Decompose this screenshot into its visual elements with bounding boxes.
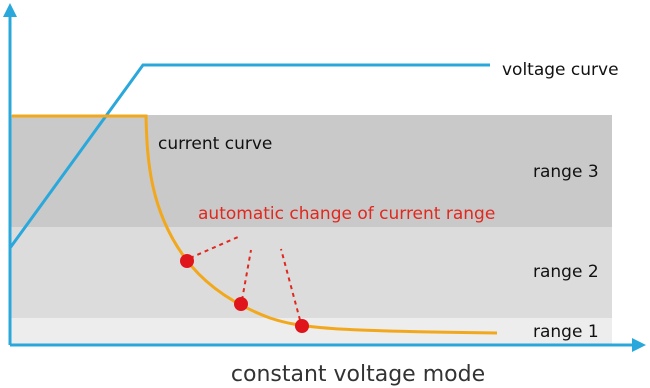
range-2-band [10,227,612,318]
current-curve [12,114,498,335]
x-axis-title: constant voltage mode [231,362,485,387]
y-axis-arrow [3,3,17,17]
range-label: range 1 [533,322,599,342]
range-1-band [10,318,612,345]
pointer-line [241,249,252,301]
range-change-points [180,254,309,333]
voltage-curve [8,63,490,249]
annotation: automatic change of current range [198,204,495,224]
x-axis-arrow [632,338,646,352]
range-change-point [234,297,248,311]
current-curve-label: current curve [158,134,272,154]
voltage-curve-label: voltage curve [502,60,619,80]
range-change-point [295,319,309,333]
pointer-lines [189,236,301,321]
range-label: range 3 [533,162,599,182]
axes [3,3,646,352]
range-change-point [180,254,194,268]
range-label: range 2 [533,262,599,282]
range-3-band [10,115,612,227]
pointer-line [189,236,239,259]
